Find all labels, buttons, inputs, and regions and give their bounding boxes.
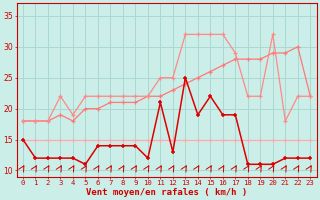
X-axis label: Vent moyen/en rafales ( km/h ): Vent moyen/en rafales ( km/h ) <box>86 188 247 197</box>
